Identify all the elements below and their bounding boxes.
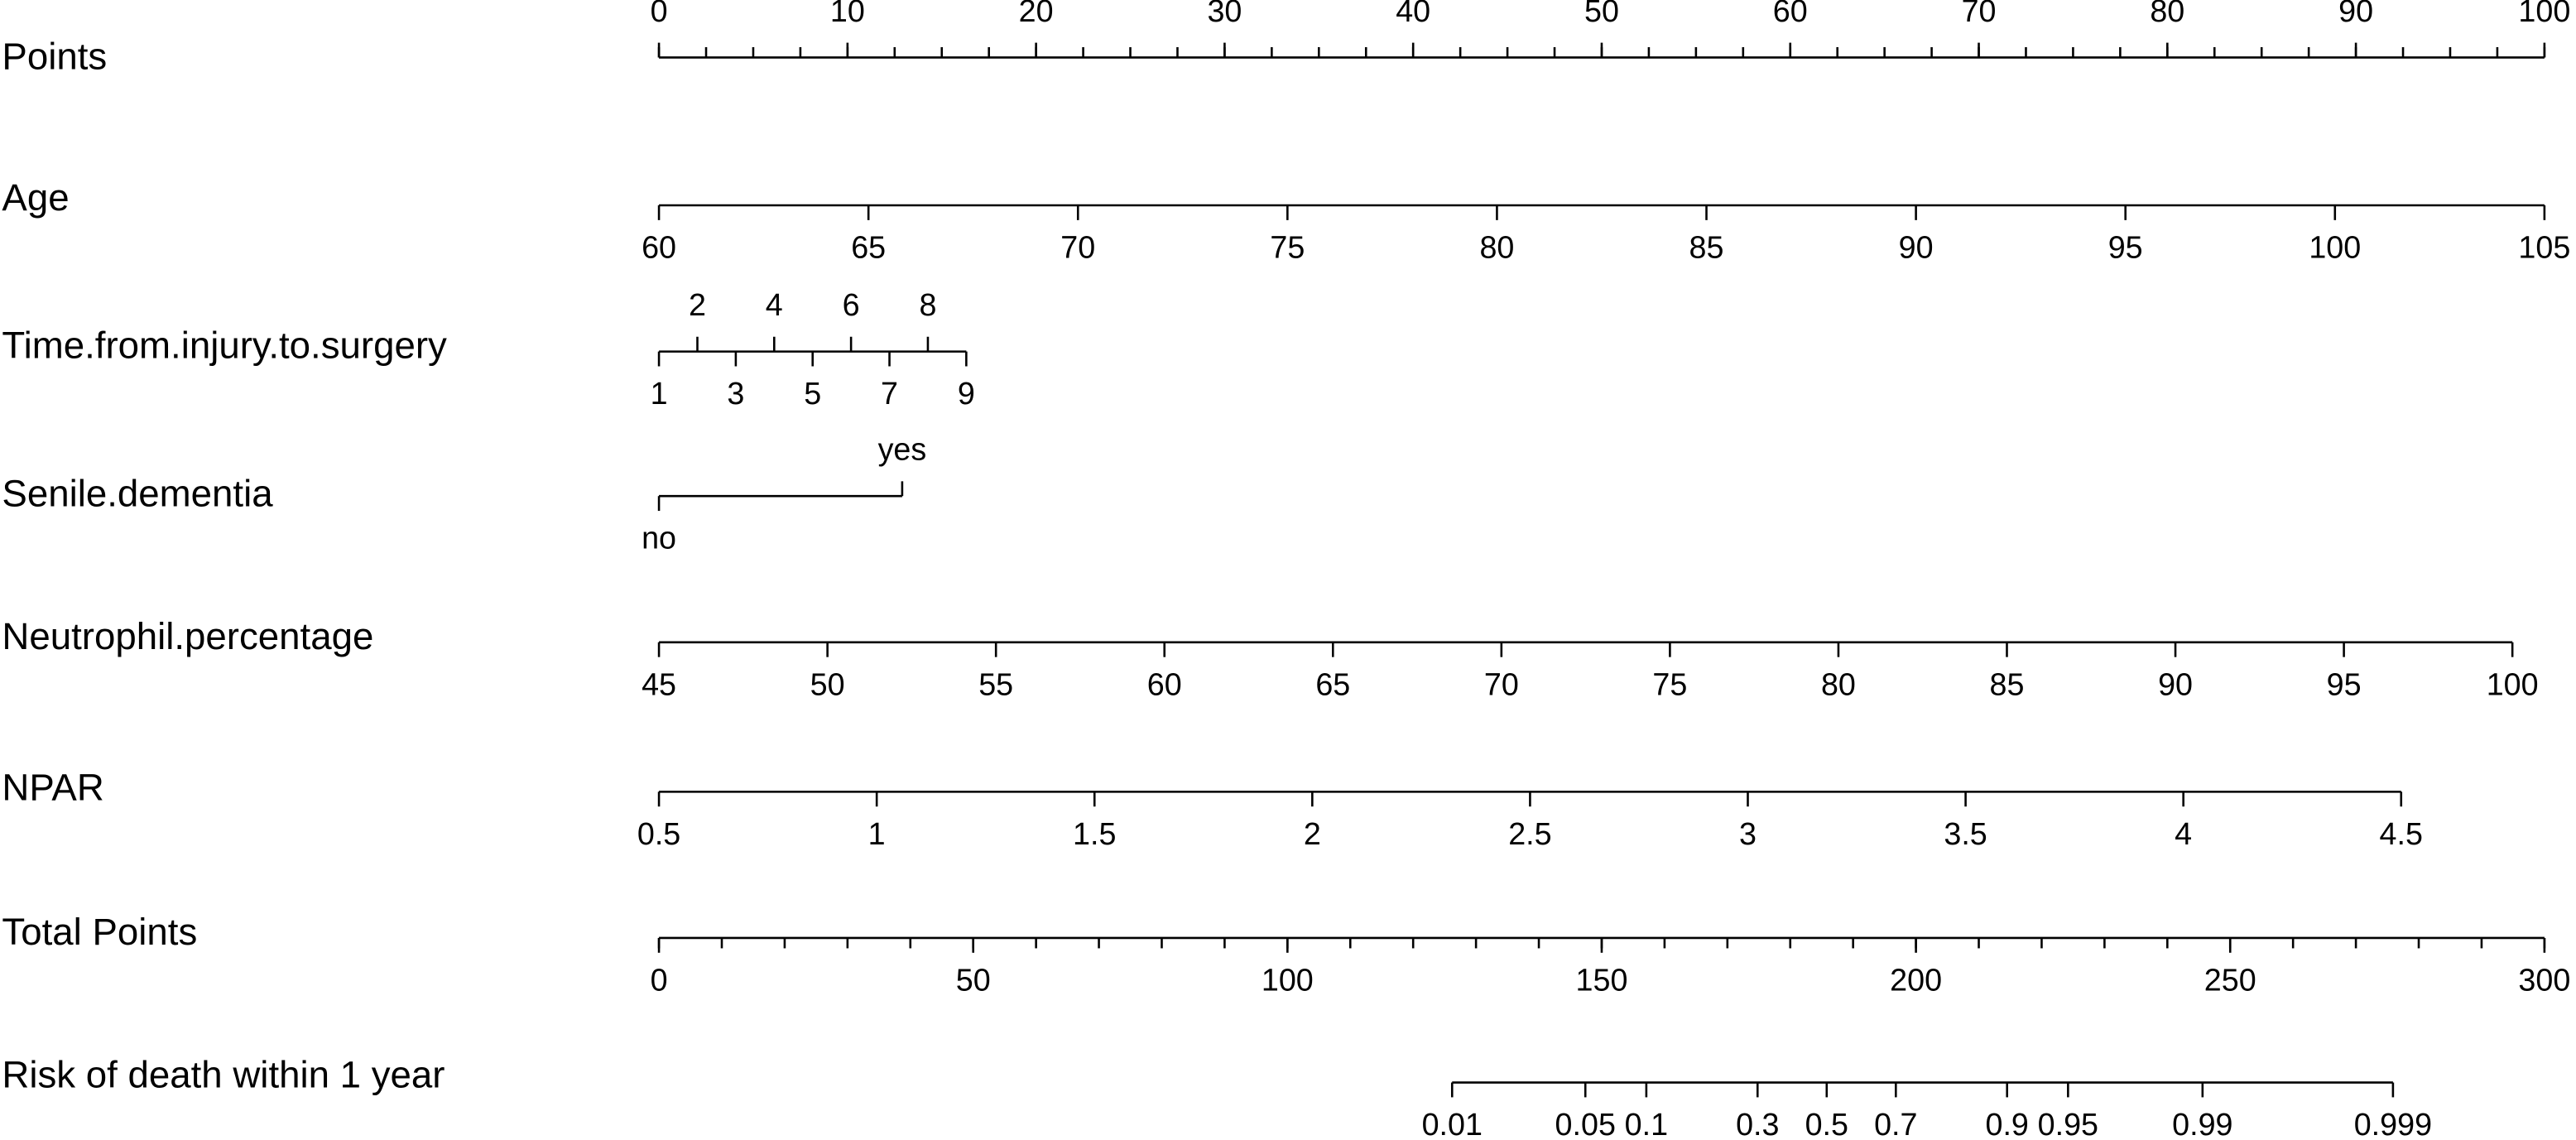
tick-label: 50 xyxy=(1584,0,1619,28)
tick-label: 75 xyxy=(1652,666,1687,701)
row-label: Senile.dementia xyxy=(2,472,273,514)
tick-label: 100 xyxy=(2518,0,2570,28)
tick-label: 10 xyxy=(830,0,865,28)
tick-label: 30 xyxy=(1207,0,1242,28)
tick-label: 3 xyxy=(727,376,744,411)
tick-label: 70 xyxy=(1484,666,1519,701)
tick-label: 100 xyxy=(2487,666,2539,701)
tick-label: 80 xyxy=(1479,230,1514,265)
tick-label: 65 xyxy=(1315,666,1350,701)
tick-label: 150 xyxy=(1576,962,1628,997)
tick-label: 100 xyxy=(2309,230,2361,265)
tick-label: 0.9 xyxy=(1985,1107,2028,1140)
tick-label: 0 xyxy=(651,962,668,997)
tick-label: 0.5 xyxy=(1805,1107,1848,1140)
tick-label: 2.5 xyxy=(1508,816,1551,851)
tick-label: 250 xyxy=(2204,962,2256,997)
tick-label: 0.01 xyxy=(1422,1107,1483,1140)
tick-label: 80 xyxy=(2150,0,2184,28)
tick-label: 0.95 xyxy=(2038,1107,2098,1140)
tick-label: 45 xyxy=(642,666,676,701)
tick-label: 40 xyxy=(1396,0,1430,28)
tick-label: 0.05 xyxy=(1555,1107,1616,1140)
tick-label: 60 xyxy=(642,230,676,265)
tick-label: 300 xyxy=(2518,962,2570,997)
tick-label: 85 xyxy=(1990,666,2025,701)
tick-label: 60 xyxy=(1147,666,1182,701)
tick-label: 95 xyxy=(2108,230,2143,265)
tick-label: 70 xyxy=(1060,230,1095,265)
tick-label: 0.7 xyxy=(1874,1107,1917,1140)
tick-label: 105 xyxy=(2518,230,2570,265)
tick-label: 0 xyxy=(651,0,668,28)
tick-label: 50 xyxy=(810,666,845,701)
tick-label: 9 xyxy=(958,376,975,411)
tick-label: 70 xyxy=(1962,0,1997,28)
row-label: Neutrophil.percentage xyxy=(2,615,373,657)
tick-label: 90 xyxy=(1899,230,1934,265)
tick-label: 4 xyxy=(766,287,783,322)
tick-label: 20 xyxy=(1019,0,1054,28)
tick-label: no xyxy=(642,521,676,556)
tick-label: 0.5 xyxy=(637,816,680,851)
tick-label: 0.1 xyxy=(1625,1107,1668,1140)
tick-label: 0.999 xyxy=(2354,1107,2432,1140)
row-label: Time.from.injury.to.surgery xyxy=(2,325,447,367)
tick-label: 1 xyxy=(651,376,668,411)
tick-label: 200 xyxy=(1890,962,1942,997)
row-label: Age xyxy=(2,176,69,219)
tick-label: 4 xyxy=(2175,816,2192,851)
tick-label: 8 xyxy=(919,287,936,322)
tick-label: 100 xyxy=(1262,962,1314,997)
tick-label: 0.99 xyxy=(2172,1107,2232,1140)
tick-label: 1 xyxy=(868,816,886,851)
tick-label: 90 xyxy=(2158,666,2193,701)
tick-label: 5 xyxy=(804,376,821,411)
tick-label: yes xyxy=(878,432,927,467)
row-label: Total Points xyxy=(2,911,197,953)
tick-label: 50 xyxy=(956,962,991,997)
row-label: NPAR xyxy=(2,766,103,808)
tick-label: 4.5 xyxy=(2380,816,2423,851)
row-label: Risk of death within 1 year xyxy=(2,1054,445,1096)
tick-label: 95 xyxy=(2327,666,2362,701)
tick-label: 6 xyxy=(843,287,860,322)
tick-label: 90 xyxy=(2338,0,2373,28)
tick-label: 80 xyxy=(1821,666,1856,701)
tick-label: 75 xyxy=(1270,230,1305,265)
tick-label: 7 xyxy=(881,376,898,411)
tick-label: 85 xyxy=(1689,230,1724,265)
tick-label: 2 xyxy=(689,287,706,322)
tick-label: 60 xyxy=(1773,0,1808,28)
tick-label: 2 xyxy=(1304,816,1321,851)
tick-label: 1.5 xyxy=(1073,816,1116,851)
tick-label: 55 xyxy=(978,666,1013,701)
tick-label: 65 xyxy=(851,230,886,265)
tick-label: 3 xyxy=(1739,816,1757,851)
tick-label: 0.3 xyxy=(1736,1107,1779,1140)
row-label: Points xyxy=(2,35,107,77)
tick-label: 3.5 xyxy=(1944,816,1987,851)
